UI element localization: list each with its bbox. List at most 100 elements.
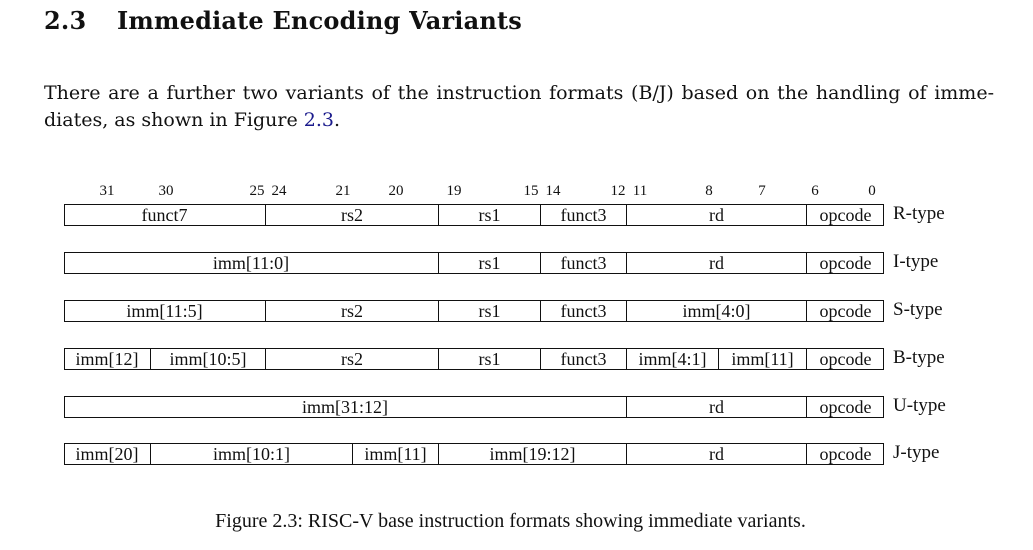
field-rd: rd <box>626 396 806 418</box>
field-imm-11: imm[11] <box>352 443 438 465</box>
field-rs1: rs1 <box>438 300 540 322</box>
field-label: rs2 <box>341 349 363 369</box>
figure-reference-link[interactable]: 2.3 <box>303 109 334 131</box>
format-type-label: J-type <box>893 442 940 463</box>
field-imm-11-0: imm[11:0] <box>64 252 438 274</box>
format-row-s-type <box>64 300 884 322</box>
field-label: rd <box>709 444 724 464</box>
field-opcode: opcode <box>806 204 884 226</box>
field-rs1: rs1 <box>438 204 540 226</box>
field-rs1: rs1 <box>438 348 540 370</box>
bit-label-12: 12 <box>610 183 626 199</box>
field-label: rs1 <box>478 253 501 273</box>
format-row-u-type <box>64 396 884 418</box>
field-imm-20: imm[20] <box>64 443 150 465</box>
field-label: rs1 <box>478 301 501 321</box>
bit-label-31: 31 <box>99 183 115 199</box>
field-rd: rd <box>626 252 806 274</box>
field-imm-4-0: imm[4:0] <box>626 300 806 322</box>
field-imm-11: imm[11] <box>718 348 806 370</box>
field-rd: rd <box>626 443 806 465</box>
field-label: imm[31:12] <box>302 397 388 417</box>
field-opcode: opcode <box>806 252 884 274</box>
field-label: opcode <box>819 444 872 464</box>
field-label: imm[20] <box>75 444 139 464</box>
bit-label-11: 11 <box>632 183 648 199</box>
field-opcode: opcode <box>806 443 884 465</box>
paragraph-line-2-end: . <box>333 109 341 131</box>
bit-label-21: 21 <box>335 183 351 199</box>
field-imm-12: imm[12] <box>64 348 150 370</box>
figure-caption: Figure 2.3: RISC-V base instruction form… <box>0 509 1033 533</box>
field-label: opcode <box>819 301 872 321</box>
field-opcode: opcode <box>806 300 884 322</box>
field-imm-11-5: imm[11:5] <box>64 300 265 322</box>
field-label: rd <box>709 397 724 417</box>
field-label: imm[11] <box>731 349 794 369</box>
bit-label-8: 8 <box>705 183 713 199</box>
format-type-label: I-type <box>893 251 939 272</box>
format-type-label: S-type <box>893 299 943 320</box>
field-label: imm[11] <box>364 444 427 464</box>
bit-label-20: 20 <box>388 183 404 199</box>
field-funct3: funct3 <box>540 300 626 322</box>
field-label: imm[19:12] <box>489 444 576 464</box>
field-label: rs1 <box>478 349 501 369</box>
field-funct7: funct7 <box>64 204 265 226</box>
format-row-b-type <box>64 348 884 370</box>
bit-label-24: 24 <box>271 183 287 199</box>
field-label: funct3 <box>560 253 607 273</box>
field-label: opcode <box>819 349 872 369</box>
field-label: imm[4:0] <box>682 301 751 321</box>
field-rs2: rs2 <box>265 204 438 226</box>
format-type-label: R-type <box>893 203 945 224</box>
bit-label-6: 6 <box>811 183 819 199</box>
bit-label-7: 7 <box>758 183 766 199</box>
field-funct3: funct3 <box>540 348 626 370</box>
field-label: opcode <box>819 205 872 225</box>
body-paragraph: There are a further two variants of the … <box>44 80 994 134</box>
field-label: opcode <box>819 253 872 273</box>
field-rs2: rs2 <box>265 348 438 370</box>
field-imm-19-12: imm[19:12] <box>438 443 626 465</box>
format-type-label: B-type <box>893 347 945 368</box>
field-label: imm[12] <box>75 349 139 369</box>
field-label: imm[10:5] <box>169 349 247 369</box>
bit-label-30: 30 <box>158 183 174 199</box>
field-imm-10-1: imm[10:1] <box>150 443 352 465</box>
field-label: rd <box>709 205 724 225</box>
field-imm-4-1: imm[4:1] <box>626 348 718 370</box>
format-row-i-type <box>64 252 884 274</box>
field-label: funct3 <box>560 301 607 321</box>
field-label: rs2 <box>341 205 363 225</box>
field-rs2: rs2 <box>265 300 438 322</box>
bit-label-19: 19 <box>446 183 462 199</box>
field-opcode: opcode <box>806 348 884 370</box>
field-label: imm[4:1] <box>638 349 707 369</box>
bit-label-14: 14 <box>545 183 561 199</box>
field-label: funct7 <box>141 205 188 225</box>
bit-label-15: 15 <box>523 183 539 199</box>
paragraph-line-1: There are a further two variants of the … <box>44 82 994 104</box>
field-rd: rd <box>626 204 806 226</box>
field-label: rd <box>709 253 724 273</box>
figure-caption-text: Figure 2.3: RISC-V base instruction form… <box>215 510 806 532</box>
paragraph-line-2-text: diates, as shown in Figure <box>44 109 304 131</box>
field-rs1: rs1 <box>438 252 540 274</box>
field-label: imm[10:1] <box>213 444 290 464</box>
format-type-label: U-type <box>893 395 946 416</box>
field-opcode: opcode <box>806 396 884 418</box>
field-label: rs2 <box>341 301 363 321</box>
field-funct3: funct3 <box>540 204 626 226</box>
field-label: opcode <box>819 397 872 417</box>
format-row-r-type <box>64 204 884 226</box>
bit-label-25: 25 <box>249 183 265 199</box>
field-label: funct3 <box>560 349 607 369</box>
section-title: Immediate Encoding Variants <box>117 6 523 35</box>
field-funct3: funct3 <box>540 252 626 274</box>
bit-label-0: 0 <box>868 183 876 199</box>
field-label: rs1 <box>478 205 501 225</box>
field-label: imm[11:5] <box>126 301 203 321</box>
field-imm-31-12: imm[31:12] <box>64 396 626 418</box>
